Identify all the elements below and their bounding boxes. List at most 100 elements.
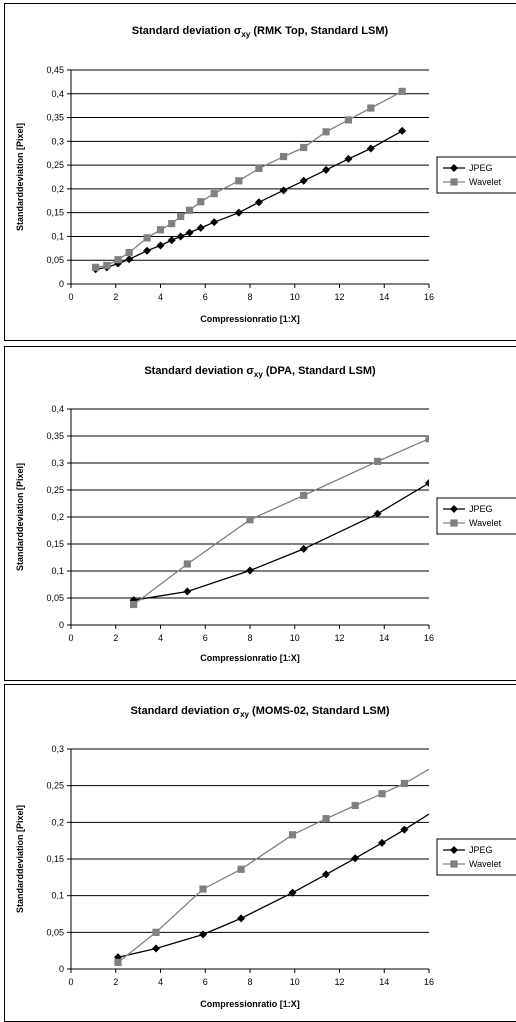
chart-title: Standard deviation σxy (MOMS-02, Standar… [130, 705, 389, 719]
title-rest: (MOMS-02, Standard LSM) [249, 705, 390, 717]
data-point-wavelet [103, 261, 111, 270]
legend-marker-jpeg [450, 164, 458, 172]
legend-box [436, 497, 516, 535]
data-point-wavelet [152, 928, 160, 936]
x-tick-label: 4 [158, 292, 163, 302]
y-tick-label: 0,3 [51, 744, 64, 754]
chart-svg: Standard deviation σxy (RMK Top, Standar… [15, 25, 516, 324]
data-point-wavelet [398, 87, 406, 95]
series-line-wavelet [133, 438, 429, 606]
title-subscript: xy [241, 30, 250, 39]
title-main: Standard deviation σ [130, 705, 240, 717]
data-point-jpeg [322, 165, 331, 174]
data-point-jpeg [176, 232, 185, 241]
y-tick-label: 0 [59, 279, 64, 289]
data-point-jpeg [322, 870, 331, 879]
data-point-wavelet [168, 220, 176, 228]
data-point-wavelet [114, 256, 122, 264]
data-point-jpeg [210, 218, 219, 227]
title-rest: (DPA, Standard LSM) [263, 365, 376, 377]
legend-label-jpeg: JPEG [469, 504, 493, 514]
x-tick-label: 14 [379, 292, 389, 302]
data-point-wavelet [183, 560, 191, 568]
data-point-wavelet [235, 177, 243, 185]
data-point-wavelet [130, 600, 138, 609]
y-tick-label: 0,25 [46, 485, 64, 495]
series-wavelet [130, 435, 429, 609]
series-line-wavelet [117, 768, 429, 963]
legend-label-jpeg: JPEG [469, 845, 493, 855]
y-axis-label: Standarddeviation [Pixel] [15, 463, 25, 571]
data-point-jpeg [366, 144, 375, 153]
data-point-jpeg [254, 198, 263, 207]
data-point-wavelet [185, 206, 194, 214]
x-tick-label: 2 [113, 292, 118, 302]
x-tick-label: 2 [113, 633, 118, 643]
data-point-jpeg [351, 854, 360, 863]
y-tick-label: 0,1 [51, 566, 64, 576]
title-subscript: xy [240, 710, 249, 719]
data-point-wavelet [210, 190, 218, 198]
series-line-jpeg [117, 813, 429, 958]
data-point-jpeg [183, 587, 192, 596]
legend-label-wavelet: Wavelet [469, 859, 502, 869]
x-axis-label: Compressionratio [1:X] [200, 653, 300, 663]
x-tick-label: 14 [379, 633, 389, 643]
y-tick-label: 0,05 [46, 593, 64, 603]
data-point-wavelet [197, 198, 205, 206]
y-tick-label: 0,2 [51, 817, 64, 827]
x-tick-label: 12 [334, 292, 344, 302]
x-axis-label: Compressionratio [1:X] [200, 999, 300, 1009]
data-point-jpeg [143, 246, 152, 255]
series-wavelet [114, 768, 429, 966]
data-point-wavelet [300, 143, 308, 152]
series-jpeg [113, 813, 429, 962]
x-tick-label: 0 [68, 977, 73, 987]
series-jpeg [91, 126, 407, 274]
x-tick-label: 6 [203, 977, 208, 987]
data-point-wavelet [114, 958, 122, 966]
data-point-jpeg [398, 126, 407, 135]
data-point-wavelet [322, 815, 330, 823]
x-tick-label: 10 [290, 977, 300, 987]
y-tick-label: 0 [59, 964, 64, 974]
y-axis-label: Standarddeviation [Pixel] [15, 805, 25, 913]
data-point-wavelet [156, 226, 165, 234]
chart-svg: Standard deviation σxy (MOMS-02, Standar… [15, 705, 516, 1009]
legend-box [436, 838, 516, 876]
x-tick-label: 8 [247, 633, 252, 643]
title-main: Standard deviation σ [144, 365, 254, 377]
y-tick-label: 0,45 [46, 65, 64, 75]
x-tick-label: 8 [247, 977, 252, 987]
data-point-jpeg [167, 236, 176, 245]
data-point-jpeg [400, 825, 409, 834]
series-jpeg [129, 478, 429, 605]
y-tick-label: 0,2 [51, 512, 64, 522]
y-tick-label: 0,15 [46, 208, 64, 218]
y-tick-label: 0,3 [51, 458, 64, 468]
title-subscript: xy [254, 370, 263, 379]
data-point-wavelet [378, 790, 386, 798]
data-point-jpeg [378, 838, 387, 847]
y-tick-label: 0,05 [46, 927, 64, 937]
y-tick-label: 0,05 [46, 255, 64, 265]
series-line-jpeg [133, 482, 429, 601]
x-tick-label: 6 [203, 292, 208, 302]
y-tick-label: 0 [59, 620, 64, 630]
y-tick-label: 0,3 [51, 136, 64, 146]
series-wavelet [92, 87, 406, 271]
data-point-jpeg [129, 596, 138, 605]
legend-label-wavelet: Wavelet [469, 177, 502, 187]
x-tick-label: 16 [424, 977, 434, 987]
x-tick-label: 10 [290, 633, 300, 643]
legend-box [436, 156, 516, 194]
chart-panel-rmk-top: Standard deviation σxy (RMK Top, Standar… [4, 3, 516, 341]
legend-label-jpeg: JPEG [469, 163, 493, 173]
data-point-wavelet [373, 457, 382, 465]
data-point-wavelet [199, 885, 207, 893]
x-tick-label: 12 [334, 977, 344, 987]
y-tick-label: 0,1 [51, 231, 64, 241]
chart-panel-moms-02: Standard deviation σxy (MOMS-02, Standar… [4, 684, 516, 1022]
data-point-wavelet [246, 516, 254, 524]
y-tick-label: 0,35 [46, 113, 64, 123]
